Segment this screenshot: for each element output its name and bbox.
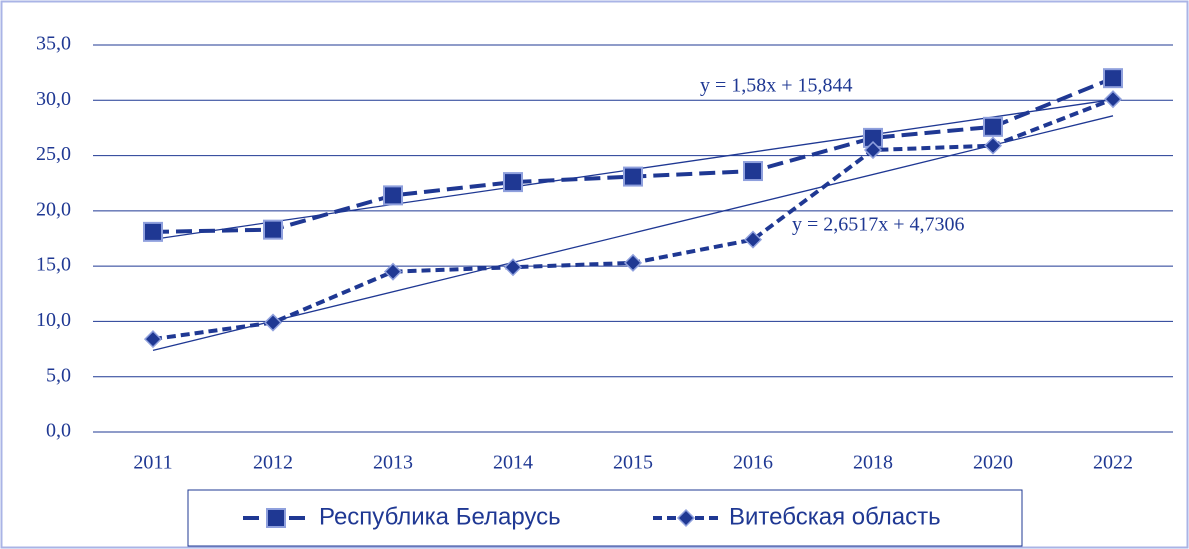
data-point	[1103, 68, 1123, 89]
data-point	[263, 219, 283, 240]
y-tick-label: 5,0	[46, 364, 71, 386]
series-line	[152, 76, 1114, 234]
x-tick-label: 2018	[853, 452, 893, 474]
data-point	[743, 230, 763, 249]
data-point	[263, 313, 283, 332]
y-tick-label: 20,0	[36, 198, 71, 220]
x-tick-label: 2015	[613, 452, 653, 474]
data-point	[503, 172, 523, 193]
trendline-equation: y = 2,6517x + 4,7306	[792, 214, 965, 236]
legend-label: Республика Беларусь	[319, 503, 561, 530]
x-tick-label: 2022	[1093, 452, 1133, 474]
data-point	[503, 258, 523, 277]
data-point	[143, 221, 163, 242]
legend-marker	[676, 508, 696, 528]
x-tick-label: 2016	[733, 452, 773, 474]
y-tick-label: 30,0	[36, 88, 71, 110]
data-point	[983, 116, 1003, 137]
data-point	[983, 136, 1003, 155]
y-tick-label: 35,0	[36, 33, 71, 55]
data-point	[623, 253, 643, 272]
legend-label: Витебская область	[729, 503, 941, 530]
trendline	[152, 115, 1114, 352]
x-tick-label: 2020	[973, 452, 1013, 474]
y-tick-label: 0,0	[46, 420, 71, 442]
data-point	[1103, 90, 1123, 109]
data-point	[383, 185, 403, 206]
y-tick-label: 25,0	[36, 143, 71, 165]
x-tick-label: 2013	[373, 452, 413, 474]
data-point	[743, 161, 763, 182]
x-tick-label: 2014	[493, 452, 533, 474]
data-point	[143, 330, 163, 349]
trendline-equation: y = 1,58x + 15,844	[700, 75, 853, 97]
x-tick-label: 2012	[253, 452, 293, 474]
data-point	[383, 262, 403, 281]
legend-box	[187, 489, 1023, 547]
series-line	[152, 97, 1114, 342]
data-point	[863, 140, 883, 160]
y-tick-label: 10,0	[36, 309, 71, 331]
data-point	[623, 166, 643, 187]
y-tick-label: 15,0	[36, 254, 71, 276]
legend-marker	[266, 508, 286, 528]
x-tick-label: 2011	[133, 452, 172, 474]
